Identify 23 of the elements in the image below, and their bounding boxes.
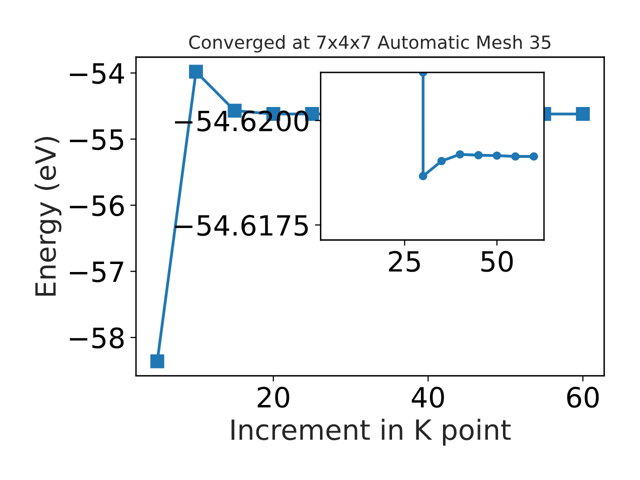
y-axis-title: Energy (eV) [34,136,62,296]
point [456,150,464,159]
point [511,152,520,161]
y-tick-label: −56 [70,195,124,216]
y-tick-label: −55 [70,129,124,150]
point [492,151,502,160]
x-tick-label: 40 [412,386,444,408]
x-tick-label: 25 [388,250,420,272]
x-axis-title: Increment in K point [232,418,511,446]
y-tick-label: −58 [70,327,124,348]
x-tick-label: 50 [481,250,513,272]
point [418,172,428,180]
y-tick-label: −54 [70,63,124,84]
point [150,354,164,368]
chart-title: Converged at 7x4x7 Automatic Mesh 35 [189,35,550,53]
x-tick-label: 20 [258,386,290,408]
x-tick-label: 60 [567,386,599,408]
y-tick-label: −57 [70,262,124,282]
point [530,152,538,161]
point [437,156,446,166]
point [474,151,483,160]
point [576,107,590,121]
point [189,64,203,79]
